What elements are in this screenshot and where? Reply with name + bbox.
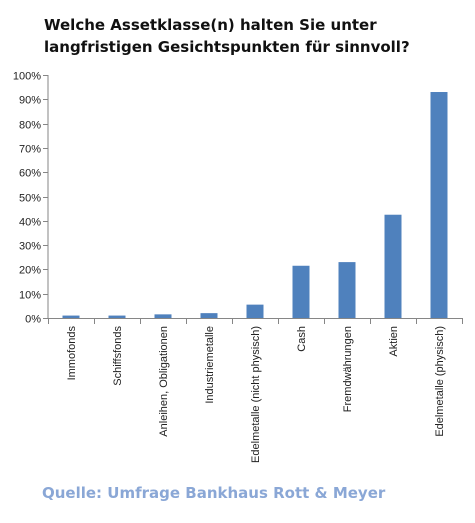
bar [62, 315, 80, 318]
x-category-label: Fremdwährungen [342, 326, 354, 412]
y-tick-label: 100% [13, 71, 41, 83]
chart-title: Welche Assetklasse(n) halten Sie unter l… [44, 16, 410, 56]
x-category-label: Industriemetalle [204, 326, 216, 404]
bar [246, 304, 264, 318]
x-category-label: Anleihen, Obligationen [158, 326, 170, 437]
y-tick-label: 40% [19, 217, 41, 229]
x-category-label: Edelmetalle (physisch) [434, 326, 446, 437]
bar [292, 265, 310, 318]
bar [384, 214, 402, 318]
y-tick-label: 50% [19, 193, 41, 205]
y-tick-label: 60% [19, 168, 41, 180]
x-category-label: Edelmetalle (nicht physisch) [250, 326, 262, 463]
y-tick-label: 10% [19, 290, 41, 302]
bar [108, 315, 126, 318]
bar [338, 262, 356, 318]
source-caption: Quelle: Umfrage Bankhaus Rott & Meyer [42, 484, 386, 502]
y-tick-label: 0% [25, 314, 41, 326]
y-tick-label: 90% [19, 95, 41, 107]
bar [200, 313, 218, 318]
x-category-label: Cash [296, 326, 308, 352]
x-category-label: Schiffsfonds [112, 326, 124, 386]
bar [430, 92, 448, 318]
y-tick-label: 80% [19, 120, 41, 132]
y-tick-label: 20% [19, 265, 41, 277]
y-tick-label: 70% [19, 144, 41, 156]
bar [154, 314, 172, 318]
y-tick-label: 30% [19, 241, 41, 253]
x-category-label: Immofonds [66, 326, 78, 381]
x-category-label: Aktien [388, 326, 400, 357]
